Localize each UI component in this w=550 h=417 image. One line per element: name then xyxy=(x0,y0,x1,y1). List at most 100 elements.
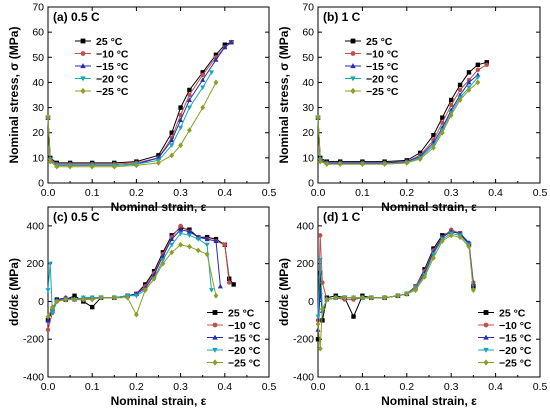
data-point xyxy=(315,314,321,320)
data-point xyxy=(320,318,325,323)
data-point xyxy=(142,287,148,293)
data-point xyxy=(417,150,423,156)
data-point xyxy=(200,77,206,82)
x-tick-label: 0.1 xyxy=(85,381,100,393)
data-point xyxy=(457,82,463,88)
series-5 xyxy=(315,79,481,168)
data-point xyxy=(133,311,139,318)
data-point xyxy=(470,281,476,287)
data-point xyxy=(317,158,323,165)
y-tick-label: 50 xyxy=(302,52,314,64)
data-point xyxy=(368,294,374,301)
data-point xyxy=(222,242,227,247)
y-tick-label: 60 xyxy=(302,27,314,39)
legend-label: −15 °C xyxy=(228,333,261,345)
series-1 xyxy=(315,60,489,164)
data-point xyxy=(178,117,184,123)
x-axis-title: Nominal strain, ε xyxy=(111,394,207,408)
y-tick-label: 0 xyxy=(308,296,314,308)
legend-marker xyxy=(212,359,218,366)
data-point xyxy=(213,52,219,57)
data-point xyxy=(45,114,51,121)
legend-marker xyxy=(350,63,356,69)
x-tick-label: 0.2 xyxy=(129,187,144,199)
data-point xyxy=(315,337,321,342)
data-point xyxy=(195,237,201,242)
data-point xyxy=(111,163,117,170)
series-line xyxy=(317,232,474,317)
data-point xyxy=(475,62,481,68)
legend-marker xyxy=(80,87,86,95)
y-tick-label: 400 xyxy=(296,220,314,232)
x-tick-label: 0.0 xyxy=(311,381,326,393)
x-tick-label: 0.0 xyxy=(41,187,56,199)
data-point xyxy=(111,294,117,301)
y-axis-title: dσ/dε (MPa) xyxy=(7,258,21,326)
series-line xyxy=(317,61,487,163)
y-tick-label: 20 xyxy=(32,127,44,139)
legend-label: −25 °C xyxy=(228,358,261,370)
x-tick-label: 0.2 xyxy=(399,187,414,199)
x-tick-label: 0.5 xyxy=(262,187,277,199)
legend-label: −20 °C xyxy=(228,345,261,357)
data-point xyxy=(359,294,365,301)
data-point xyxy=(90,304,95,310)
legend-label: −10 °C xyxy=(96,49,129,61)
data-point xyxy=(178,112,183,118)
x-tick-label: 0.1 xyxy=(355,381,370,393)
y-tick-label: 400 xyxy=(26,220,44,232)
legend-marker xyxy=(212,310,218,315)
y-tick-label: 200 xyxy=(26,258,44,270)
data-point xyxy=(45,313,51,320)
x-tick-label: 0.0 xyxy=(41,381,56,393)
data-point xyxy=(89,163,95,170)
series-line xyxy=(47,72,212,166)
data-point xyxy=(484,60,489,65)
data-point xyxy=(484,62,489,68)
data-point xyxy=(439,238,445,244)
series-2 xyxy=(315,227,476,323)
chart-panel-2: 0.0 0.1 0.2 0.3 0.4 0.5 0 10 20 30 40 50 60 70 Nominal… xyxy=(277,2,547,215)
data-point xyxy=(351,314,356,319)
legend-label: 25 °C xyxy=(499,308,526,320)
y-tick-label: 40 xyxy=(302,77,314,89)
data-point xyxy=(50,304,55,310)
series-line xyxy=(47,41,232,164)
data-point xyxy=(227,280,232,285)
data-point xyxy=(475,75,481,81)
data-point xyxy=(318,270,323,276)
data-point xyxy=(169,137,175,143)
data-point xyxy=(430,252,436,257)
data-point xyxy=(324,296,330,303)
data-point xyxy=(178,227,184,232)
x-tick-label: 0.3 xyxy=(173,187,188,199)
legend-marker xyxy=(483,359,489,366)
y-tick-label: 0 xyxy=(38,296,44,308)
data-point xyxy=(89,296,95,303)
series-line xyxy=(47,227,234,321)
data-point xyxy=(186,105,192,111)
legend: 25 °C−10 °C−15 °C−20 °C−25 °C xyxy=(478,308,532,370)
legend-label: −10 °C xyxy=(366,49,399,61)
series-line xyxy=(317,74,479,164)
data-point xyxy=(382,161,388,168)
x-tick-label: 0.3 xyxy=(173,381,188,393)
data-point xyxy=(186,97,192,103)
data-point xyxy=(195,247,201,254)
data-point xyxy=(439,129,445,136)
plot-frame xyxy=(317,6,541,184)
x-tick-label: 0.5 xyxy=(262,381,277,393)
y-tick-label: -200 xyxy=(23,334,44,346)
data-point xyxy=(457,234,463,241)
series-line xyxy=(47,41,232,165)
data-point xyxy=(178,125,184,131)
data-point xyxy=(45,288,51,293)
data-point xyxy=(470,287,476,293)
data-point xyxy=(213,57,219,62)
y-tick-label: 10 xyxy=(32,152,44,164)
chart-panel-1: 0.0 0.1 0.2 0.3 0.4 0.5 0 10 20 30 40 50 60 70 Nominal… xyxy=(7,2,276,215)
data-point xyxy=(156,160,161,166)
data-point xyxy=(200,85,206,91)
data-point xyxy=(200,104,206,111)
